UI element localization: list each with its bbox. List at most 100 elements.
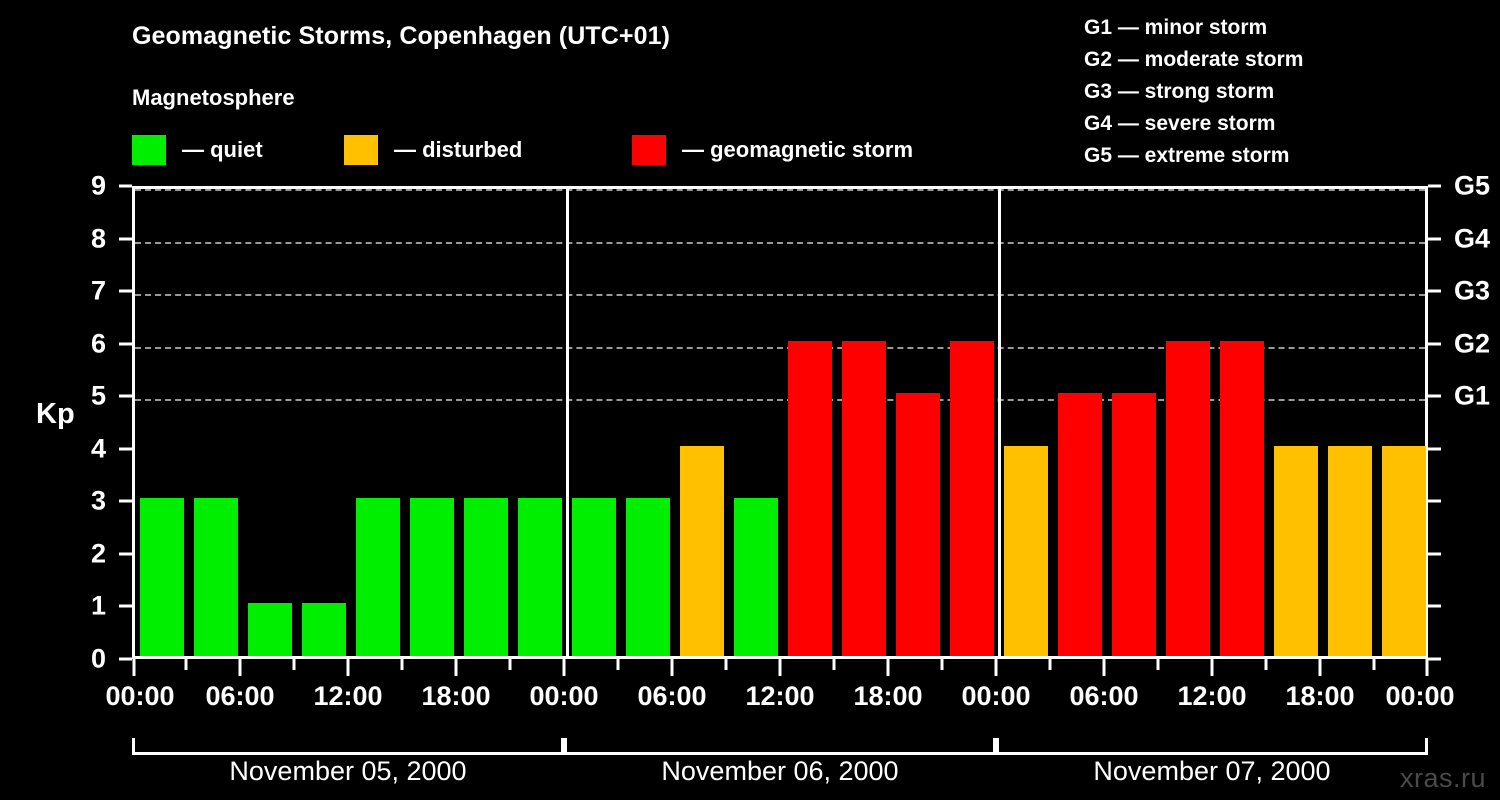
x-tick-label-6: 12:00 <box>745 681 815 711</box>
x-tick-major-18 <box>1102 659 1106 676</box>
g-legend-row-g1: G1 — minor storm <box>1084 16 1268 39</box>
y-tick-0 <box>119 657 132 661</box>
x-tick-label-12: 00:00 <box>1385 681 1455 711</box>
day-band-label-1: November 05, 2000 <box>229 756 467 786</box>
g-axis-tick-kp-8 <box>1428 237 1441 241</box>
x-tick-label-5: 06:00 <box>637 681 707 711</box>
bar[interactable] <box>896 393 940 656</box>
x-tick-major-16 <box>994 659 998 676</box>
y-tick-6 <box>119 342 132 346</box>
bar[interactable] <box>464 498 508 656</box>
x-tick-label-2: 12:00 <box>313 681 383 711</box>
x-tick-label-1: 06:00 <box>205 681 275 711</box>
bar[interactable] <box>1112 393 1156 656</box>
x-tick-minor-1 <box>184 659 188 670</box>
bar[interactable] <box>842 340 886 656</box>
bar[interactable] <box>518 498 562 656</box>
x-tick-minor-17 <box>1048 659 1052 670</box>
bar[interactable] <box>1274 445 1318 656</box>
x-tick-minor-3 <box>292 659 296 670</box>
y-tick-label-3: 3 <box>90 485 106 516</box>
bar[interactable] <box>302 603 346 656</box>
day-band-label-2: November 06, 2000 <box>661 756 899 786</box>
bar[interactable] <box>950 340 994 656</box>
x-axis: 00:00 06:00 12:00 18:00 00:00 06:00 12:00 18:00… <box>105 659 1455 719</box>
gridline-kp-8 <box>135 241 1425 244</box>
x-tick-label-11: 18:00 <box>1285 681 1355 711</box>
bar[interactable] <box>572 498 616 656</box>
y-tick-3 <box>119 499 132 503</box>
y-axis-title: Kp <box>36 398 75 430</box>
y-tick-8 <box>119 237 132 241</box>
x-tick-minor-9 <box>616 659 620 670</box>
bar[interactable] <box>1058 393 1102 656</box>
x-tick-label-3: 18:00 <box>421 681 491 711</box>
gridline-kp-5 <box>135 399 1425 402</box>
legend-entry-disturbed: — disturbed <box>344 132 522 168</box>
plot-area <box>132 186 1428 659</box>
g-legend-row-g3: G3 — strong storm <box>1084 80 1275 103</box>
bar[interactable] <box>1004 445 1048 656</box>
x-tick-major-14 <box>886 659 890 676</box>
x-tick-major-22 <box>1318 659 1322 676</box>
g-axis-tick-kp-7 <box>1428 289 1441 293</box>
g-axis-tick-kp-1 <box>1428 604 1441 608</box>
x-tick-major-20 <box>1210 659 1214 676</box>
x-tick-major-24 <box>1425 659 1428 676</box>
bar[interactable] <box>680 445 724 656</box>
bar[interactable] <box>1328 445 1372 656</box>
bar[interactable] <box>356 498 400 656</box>
g-axis-tick-kp-6 <box>1428 342 1441 346</box>
g-legend-row-g2: G2 — moderate storm <box>1084 48 1304 71</box>
g-axis-tick-kp-0 <box>1428 657 1441 661</box>
x-tick-major-10 <box>670 659 674 676</box>
legend-label-geomagnetic-storm: — geomagnetic storm <box>682 137 914 162</box>
y-tick-label-7: 7 <box>90 275 106 306</box>
y-tick-label-8: 8 <box>90 223 106 254</box>
y-tick-label-9: 9 <box>90 170 106 201</box>
bar[interactable] <box>194 498 238 656</box>
y-tick-label-5: 5 <box>90 380 106 411</box>
bar[interactable] <box>248 603 292 656</box>
x-tick-major-4 <box>346 659 350 676</box>
watermark: xras.ru <box>1399 763 1486 793</box>
y-tick-9 <box>119 184 132 188</box>
legend-entry-quiet: — quiet <box>132 132 263 168</box>
g-axis-label-g2: G2 <box>1454 328 1491 359</box>
gridline-kp-7 <box>135 294 1425 297</box>
x-tick-label-4: 00:00 <box>529 681 599 711</box>
legend-swatch-geomagnetic-storm <box>632 135 666 165</box>
bar[interactable] <box>1220 340 1264 656</box>
page-title: Geomagnetic Storms, Copenhagen (UTC+01) <box>132 22 671 50</box>
g-axis-tick-kp-2 <box>1428 552 1441 556</box>
x-tick-major-0 <box>132 659 135 676</box>
x-tick-minor-5 <box>400 659 404 670</box>
bar[interactable] <box>1166 340 1210 656</box>
g-axis-label-g4: G4 <box>1454 223 1491 254</box>
x-tick-major-8 <box>562 659 566 676</box>
y-tick-label-4: 4 <box>90 433 106 464</box>
x-tick-minor-15 <box>940 659 944 670</box>
x-tick-minor-11 <box>724 659 728 670</box>
plot-inner <box>135 189 1426 656</box>
bar[interactable] <box>734 498 778 656</box>
y-tick-5 <box>119 394 132 398</box>
day-band-bracket-2 <box>564 738 996 755</box>
x-tick-label-10: 12:00 <box>1177 681 1247 711</box>
x-tick-major-2 <box>238 659 242 676</box>
legend-label-disturbed: — disturbed <box>394 137 523 162</box>
bar[interactable] <box>1382 445 1426 656</box>
x-tick-label-0: 00:00 <box>105 681 175 711</box>
chart-subtitle: Magnetosphere <box>132 85 295 110</box>
bar[interactable] <box>410 498 454 656</box>
y-tick-7 <box>119 289 132 293</box>
x-tick-label-7: 18:00 <box>853 681 923 711</box>
g-axis-label-g5: G5 <box>1454 170 1491 201</box>
g-scale-legend: G1 — minor storm G2 — moderate storm G3 — … <box>1066 12 1486 172</box>
bar[interactable] <box>140 498 184 656</box>
x-tick-major-6 <box>454 659 458 676</box>
bar[interactable] <box>788 340 832 656</box>
bar[interactable] <box>626 498 670 656</box>
legend-entry-geomagnetic-storm: — geomagnetic storm <box>632 132 913 168</box>
g-legend-row-g5: G5 — extreme storm <box>1084 144 1290 167</box>
